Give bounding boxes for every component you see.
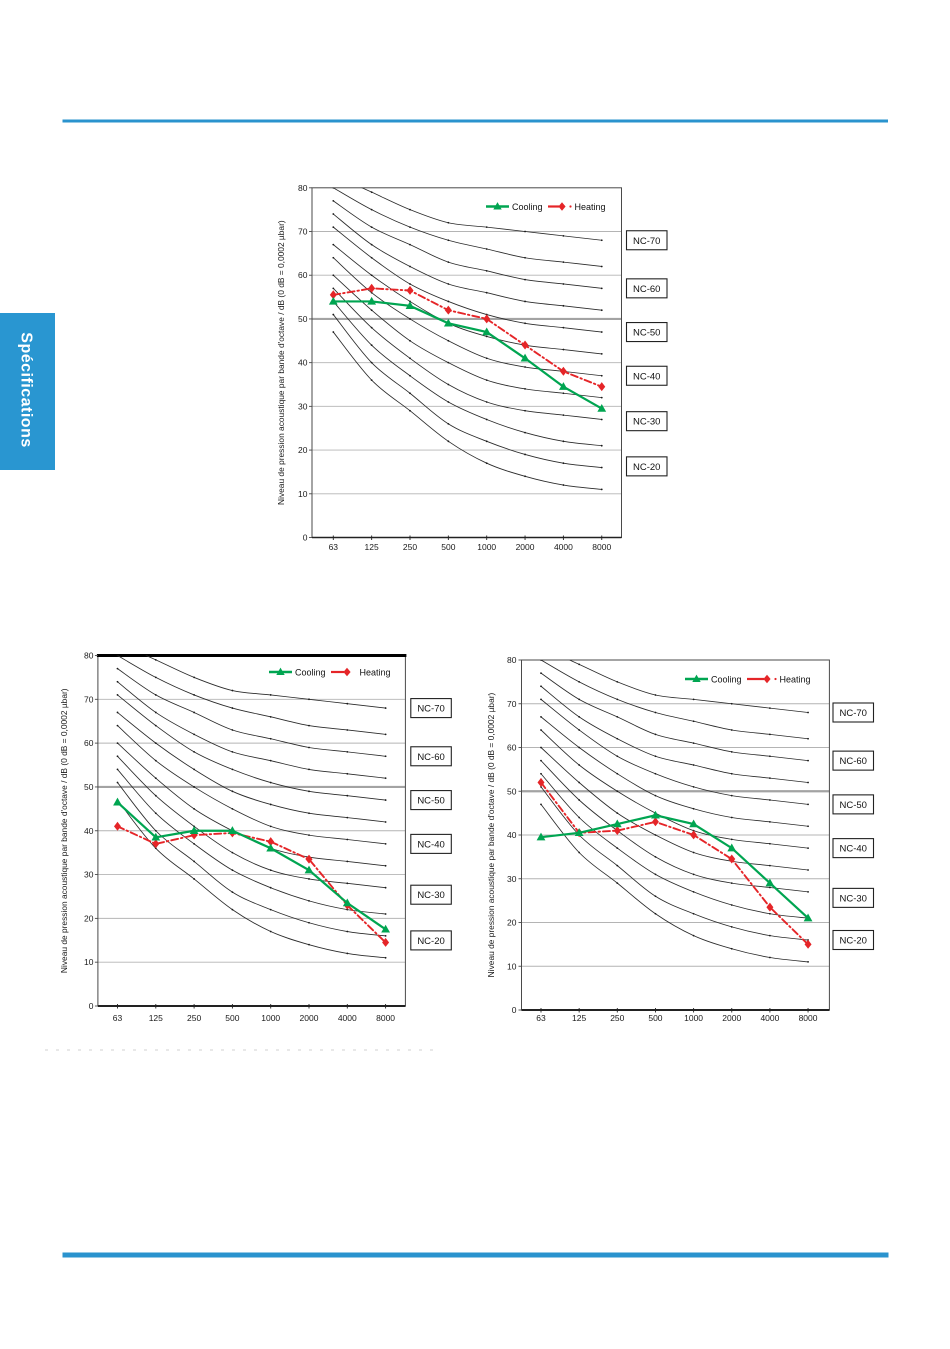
svg-text:Cooling: Cooling [711,675,742,685]
svg-text:10: 10 [298,489,308,499]
svg-text:250: 250 [187,1013,201,1023]
svg-text:40: 40 [298,358,308,368]
svg-text:20: 20 [507,918,517,928]
svg-text:NC-70: NC-70 [840,708,867,719]
svg-text:0: 0 [512,1005,517,1015]
svg-text:NC-50: NC-50 [417,796,444,807]
svg-text:2000: 2000 [516,542,535,552]
svg-text:Niveau de pression acoustique: Niveau de pression acoustique par bande … [276,220,286,505]
svg-text:NC-30: NC-30 [633,417,660,428]
svg-text:Niveau de pression acoustique: Niveau de pression acoustique par bande … [486,692,496,977]
svg-text:70: 70 [507,699,517,709]
svg-text:NC-40: NC-40 [633,371,660,382]
svg-text:Cooling: Cooling [512,202,543,212]
svg-text:125: 125 [365,542,379,552]
svg-text:1000: 1000 [477,542,496,552]
svg-text:10: 10 [507,961,517,971]
svg-text:60: 60 [298,270,308,280]
svg-text:0: 0 [89,1001,94,1011]
svg-text:2000: 2000 [300,1013,319,1023]
svg-text:NC-30: NC-30 [840,893,867,904]
svg-text:NC-20: NC-20 [417,936,444,947]
svg-text:500: 500 [441,542,455,552]
svg-text:250: 250 [610,1013,624,1023]
svg-text:70: 70 [84,694,94,704]
svg-text:80: 80 [507,655,517,665]
svg-text:NC-50: NC-50 [840,800,867,811]
svg-text:125: 125 [572,1013,586,1023]
svg-text:50: 50 [298,314,308,324]
svg-text:500: 500 [225,1013,239,1023]
svg-text:NC-20: NC-20 [633,462,660,473]
svg-text:Cooling: Cooling [295,668,326,678]
svg-text:NC-50: NC-50 [633,328,660,339]
svg-text:80: 80 [84,651,94,661]
svg-text:50: 50 [84,782,94,792]
svg-text:63: 63 [329,542,339,552]
svg-text:Heating: Heating [360,668,391,678]
svg-text:2000: 2000 [722,1013,741,1023]
svg-text:NC-60: NC-60 [417,752,444,763]
svg-text:60: 60 [84,738,94,748]
svg-text:20: 20 [298,445,308,455]
svg-text:40: 40 [84,826,94,836]
svg-text:4000: 4000 [760,1013,779,1023]
svg-text:125: 125 [149,1013,163,1023]
svg-text:NC-20: NC-20 [840,936,867,947]
svg-text:Heating: Heating [575,202,606,212]
svg-text:80: 80 [298,183,308,193]
svg-text:8000: 8000 [376,1013,395,1023]
svg-text:30: 30 [298,401,308,411]
svg-text:10: 10 [84,957,94,967]
svg-text:30: 30 [84,870,94,880]
svg-text:1000: 1000 [684,1013,703,1023]
svg-text:Spécifications: Spécifications [17,332,34,447]
svg-text:500: 500 [648,1013,662,1023]
svg-text:63: 63 [113,1013,123,1023]
svg-text:Niveau de pression acoustique: Niveau de pression acoustique par bande … [59,688,69,973]
svg-text:NC-70: NC-70 [417,704,444,715]
svg-text:70: 70 [298,227,308,237]
svg-text:20: 20 [84,913,94,923]
svg-text:40: 40 [507,830,517,840]
svg-text:0: 0 [303,533,308,543]
svg-text:NC-60: NC-60 [840,756,867,767]
svg-text:1000: 1000 [261,1013,280,1023]
svg-text:60: 60 [507,743,517,753]
svg-text:4000: 4000 [338,1013,357,1023]
svg-text:63: 63 [536,1013,546,1023]
svg-text:Heating: Heating [780,675,811,685]
svg-text:250: 250 [403,542,417,552]
svg-text:NC-60: NC-60 [633,284,660,295]
svg-text:50: 50 [507,786,517,796]
svg-text:NC-30: NC-30 [417,890,444,901]
svg-text:30: 30 [507,874,517,884]
svg-text:NC-40: NC-40 [840,844,867,855]
svg-text:4000: 4000 [554,542,573,552]
svg-text:8000: 8000 [799,1013,818,1023]
svg-text:NC-40: NC-40 [417,839,444,850]
svg-text:8000: 8000 [592,542,611,552]
svg-text:NC-70: NC-70 [633,236,660,247]
